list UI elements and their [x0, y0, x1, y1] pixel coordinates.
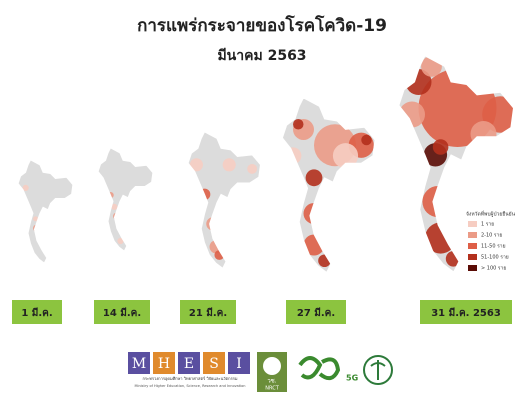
map-base [188, 132, 260, 268]
date-label: 31 มี.ค. 2563 [431, 307, 501, 319]
mhesi-letter: M [132, 356, 146, 372]
nrct: NRCT [265, 386, 279, 392]
legend-label: 1 ราย [481, 222, 494, 228]
case-area [433, 139, 449, 155]
legend-swatch [468, 254, 477, 260]
legend: จังหวัดที่พบผู้ป่วยยืนยัน 1 ราย 2-10 ราย 11… [466, 211, 516, 272]
maps: 1 มี.ค. 14 มี.ค. 21 มี.ค. 27 มี.ค. 31 มี.ค. … [12, 56, 519, 324]
legend-label: 2-10 ราย [481, 233, 502, 239]
case-area [113, 212, 120, 219]
case-area [306, 169, 323, 186]
legend-swatch [468, 221, 477, 227]
legend-label: > 100 ราย [481, 266, 506, 272]
case-area [190, 158, 203, 171]
mhesi-letter: S [209, 356, 219, 372]
title: การแพร่กระจายของโรคโควิด-19 [137, 15, 387, 36]
case-area [422, 186, 453, 217]
date-label: 27 มี.ค. [297, 307, 335, 319]
moph-emblem [371, 360, 385, 380]
case-area [471, 121, 497, 147]
date-label: 21 มี.ค. [189, 307, 227, 319]
legend-swatch [468, 265, 477, 271]
province-map [188, 132, 260, 268]
case-area [293, 119, 304, 130]
mhesi-letter: H [158, 356, 170, 372]
date-label: 1 มี.ค. [21, 307, 52, 319]
legend-title: จังหวัดที่พบผู้ป่วยยืนยัน [466, 211, 516, 218]
case-area [285, 147, 302, 164]
legend-label: 51-100 ราย [481, 255, 509, 261]
date-label: 14 มี.ค. [103, 307, 141, 319]
five-g: 5G [346, 374, 358, 383]
case-area [304, 203, 325, 224]
province-map [18, 160, 73, 263]
map-base [98, 148, 153, 251]
case-area [361, 135, 372, 146]
case-area [304, 235, 325, 256]
map-base [18, 160, 73, 263]
subtitle: มีนาคม 2563 [217, 48, 306, 64]
case-area [247, 164, 257, 174]
case-area [33, 224, 40, 231]
legend-swatch [468, 243, 477, 249]
mhesi-letter: I [236, 356, 242, 372]
nrct-thai: วช. [267, 378, 276, 385]
mhesi-letter: E [184, 356, 194, 372]
legend-label: 11-50 ราย [481, 244, 506, 250]
anniversary-logo [300, 358, 338, 378]
case-area [223, 158, 236, 171]
province-map [399, 56, 519, 272]
legend-swatch [468, 232, 477, 238]
nrct-emblem [263, 357, 281, 375]
case-area [206, 217, 219, 230]
mhesi-english: Ministry of Higher Education, Science, R… [134, 384, 245, 388]
province-map [98, 148, 153, 251]
province-map [283, 98, 375, 272]
mhesi-thai: กระทรวงการอุดมศึกษา วิทยาศาสตร์ วิจัยและ… [142, 376, 237, 382]
case-area [333, 143, 358, 168]
infographic: การแพร่กระจายของโรคโควิด-19 มีนาคม 2563 … [0, 0, 520, 400]
